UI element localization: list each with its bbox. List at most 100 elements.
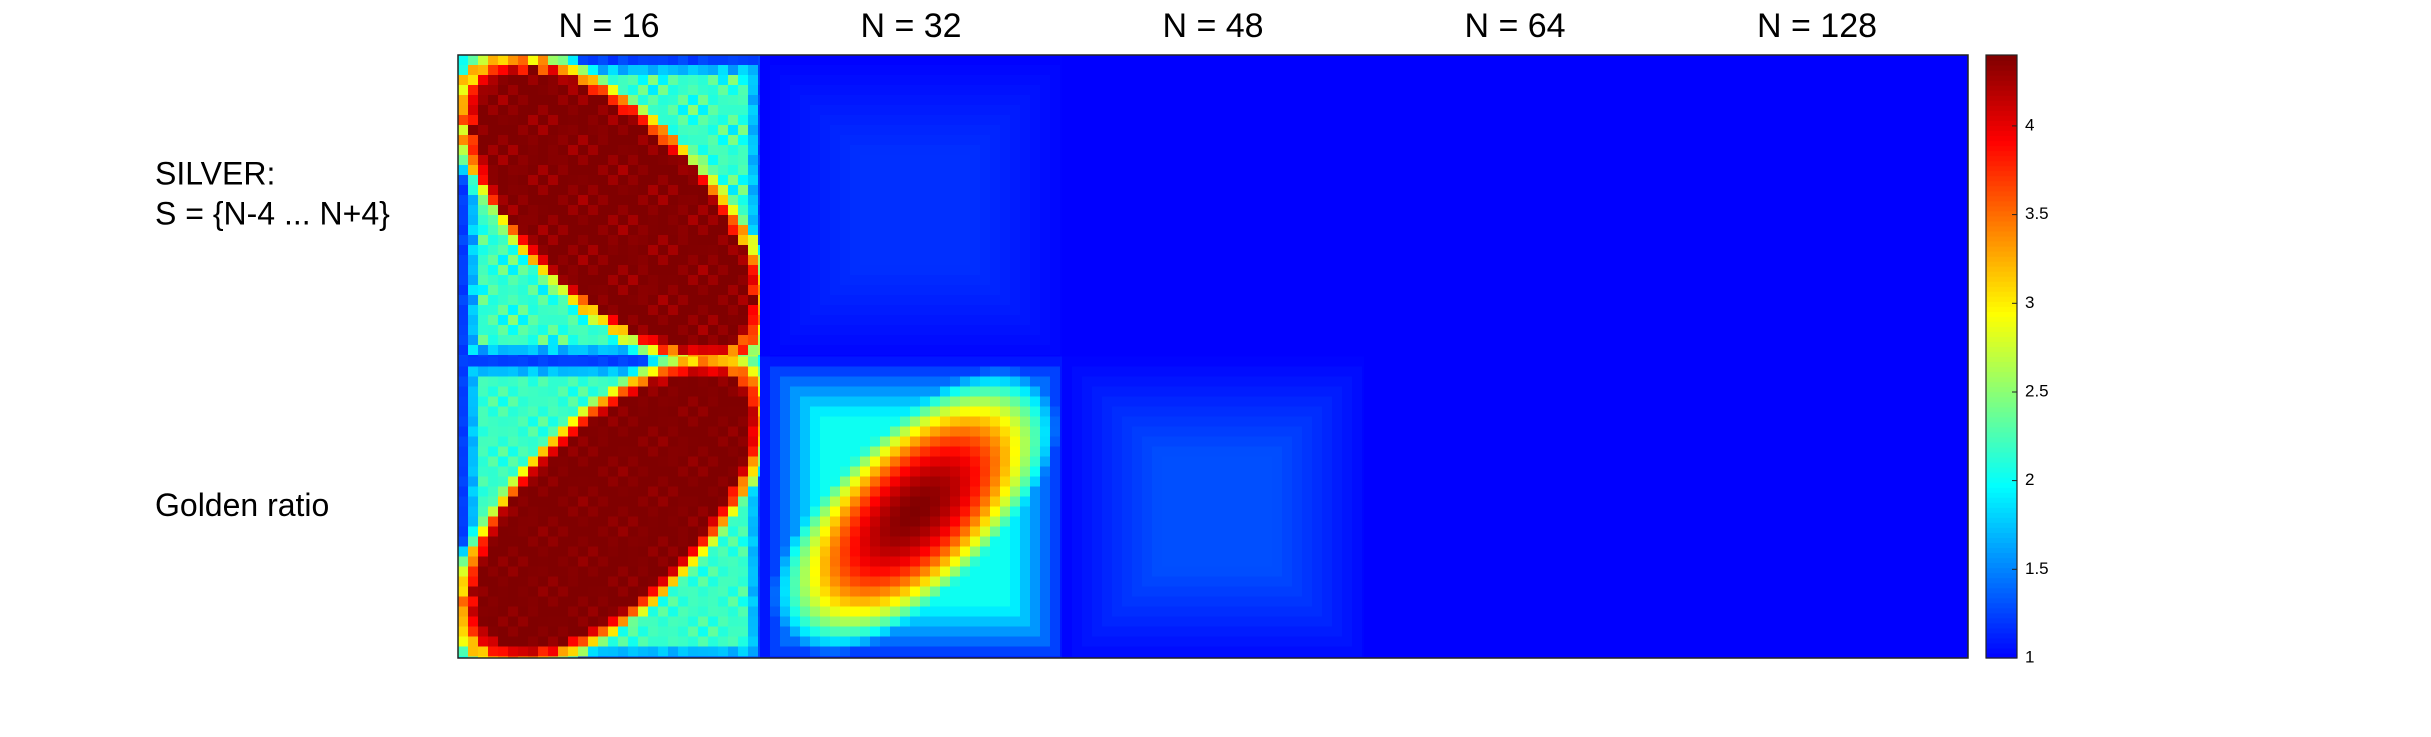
heatmap-cell xyxy=(578,386,589,398)
heatmap-cell xyxy=(800,235,811,246)
heatmap-cell xyxy=(1142,55,1153,66)
heatmap-cell xyxy=(1424,175,1435,186)
heatmap-cell xyxy=(678,65,689,76)
heatmap-cell xyxy=(1434,215,1445,226)
heatmap-cell xyxy=(1182,155,1193,166)
heatmap-cell xyxy=(860,345,871,356)
heatmap-cell xyxy=(1686,135,1697,146)
heatmap-cell xyxy=(1584,275,1595,286)
heatmap-cell xyxy=(1624,145,1635,156)
heatmap-cell xyxy=(648,65,659,76)
heatmap-cell xyxy=(1786,205,1797,216)
heatmap-cell xyxy=(1010,335,1021,346)
heatmap-cell xyxy=(1202,255,1213,266)
heatmap-cell xyxy=(558,95,569,106)
heatmap-cell xyxy=(1352,235,1363,246)
heatmap-cell xyxy=(558,376,569,388)
heatmap-cell xyxy=(1222,175,1233,186)
heatmap-cell xyxy=(1786,265,1797,276)
heatmap-cell xyxy=(810,285,821,296)
heatmap-cell xyxy=(1342,105,1353,116)
heatmap-cell xyxy=(1414,75,1425,86)
heatmap-cell xyxy=(1846,115,1857,126)
heatmap-cell xyxy=(588,355,599,357)
heatmap-cell xyxy=(920,165,931,176)
heatmap-cell xyxy=(498,285,509,296)
heatmap-cell xyxy=(840,95,851,106)
heatmap-cell xyxy=(1232,185,1243,196)
heatmap-cell xyxy=(1676,75,1687,86)
heatmap-cell xyxy=(1806,85,1817,96)
heatmap-cell xyxy=(1362,105,1364,116)
heatmap-cell xyxy=(488,376,499,388)
heatmap-cell xyxy=(840,285,851,296)
heatmap-cell xyxy=(1192,85,1203,96)
heatmap-cell xyxy=(1282,155,1293,166)
heatmap-cell xyxy=(1252,135,1263,146)
heatmap-cell xyxy=(1102,125,1113,136)
heatmap-cell xyxy=(678,285,689,296)
heatmap-cell xyxy=(1584,105,1595,116)
heatmap-cell xyxy=(1736,265,1747,276)
heatmap-cell xyxy=(578,95,589,106)
heatmap-cell xyxy=(1916,345,1927,356)
heatmap-cell xyxy=(1142,75,1153,86)
heatmap-cell xyxy=(1474,125,1485,136)
heatmap-cell xyxy=(1706,305,1717,316)
heatmap-cell xyxy=(638,95,649,106)
heatmap-cell xyxy=(920,355,931,357)
heatmap-cell xyxy=(1746,175,1757,186)
heatmap-cell xyxy=(1322,175,1333,186)
heatmap-cell xyxy=(1524,85,1535,96)
heatmap-cell xyxy=(1010,75,1021,86)
heatmap-cell xyxy=(1866,235,1877,246)
heatmap-cell xyxy=(1232,325,1243,336)
heatmap-cell xyxy=(1666,345,1677,356)
heatmap-cell xyxy=(1816,285,1827,296)
heatmap-cell xyxy=(1896,65,1907,76)
heatmap-cell xyxy=(1252,345,1263,356)
heatmap-cell xyxy=(588,215,599,226)
heatmap-cell xyxy=(1676,105,1687,116)
heatmap-cell xyxy=(1414,185,1425,196)
heatmap-cell xyxy=(1414,135,1425,146)
heatmap-cell xyxy=(1766,345,1777,356)
heatmap-cell xyxy=(728,205,739,216)
heatmap-cell xyxy=(618,185,629,196)
heatmap-cell xyxy=(1312,245,1323,256)
heatmap-cell xyxy=(1424,325,1435,336)
heatmap-cell xyxy=(1706,55,1717,66)
heatmap-cell xyxy=(708,305,719,316)
heatmap-cell xyxy=(508,345,519,356)
heatmap-cell xyxy=(638,225,649,236)
heatmap-cell xyxy=(558,55,569,66)
heatmap-cell xyxy=(940,165,951,176)
heatmap-cell xyxy=(1726,225,1737,236)
heatmap-cell xyxy=(1352,205,1363,216)
heatmap-cell xyxy=(678,155,689,166)
heatmap-cell xyxy=(1132,165,1143,176)
heatmap-cell xyxy=(1362,315,1364,326)
heatmap-cell xyxy=(1062,205,1073,216)
heatmap-cell xyxy=(890,85,901,96)
heatmap-cell xyxy=(508,155,519,166)
heatmap-cell xyxy=(588,185,599,196)
heatmap-cell xyxy=(1414,155,1425,166)
heatmap-cell xyxy=(820,265,831,276)
heatmap-cell xyxy=(1112,125,1123,136)
heatmap-cell xyxy=(1916,145,1927,156)
heatmap-cell xyxy=(598,355,609,357)
heatmap-cell xyxy=(1654,215,1665,226)
heatmap-cell xyxy=(1342,355,1353,357)
heatmap-cell xyxy=(1000,165,1011,176)
heatmap-cell xyxy=(1232,145,1243,156)
heatmap-cell xyxy=(1434,225,1445,236)
heatmap-cell xyxy=(518,205,529,216)
heatmap-cell xyxy=(860,235,871,246)
heatmap-cell xyxy=(1352,305,1363,316)
heatmap-cell xyxy=(1424,235,1435,246)
heatmap-cell xyxy=(1726,255,1737,266)
heatmap-cell xyxy=(638,325,649,336)
heatmap-cell xyxy=(1936,215,1947,226)
heatmap-cell xyxy=(1374,185,1385,196)
